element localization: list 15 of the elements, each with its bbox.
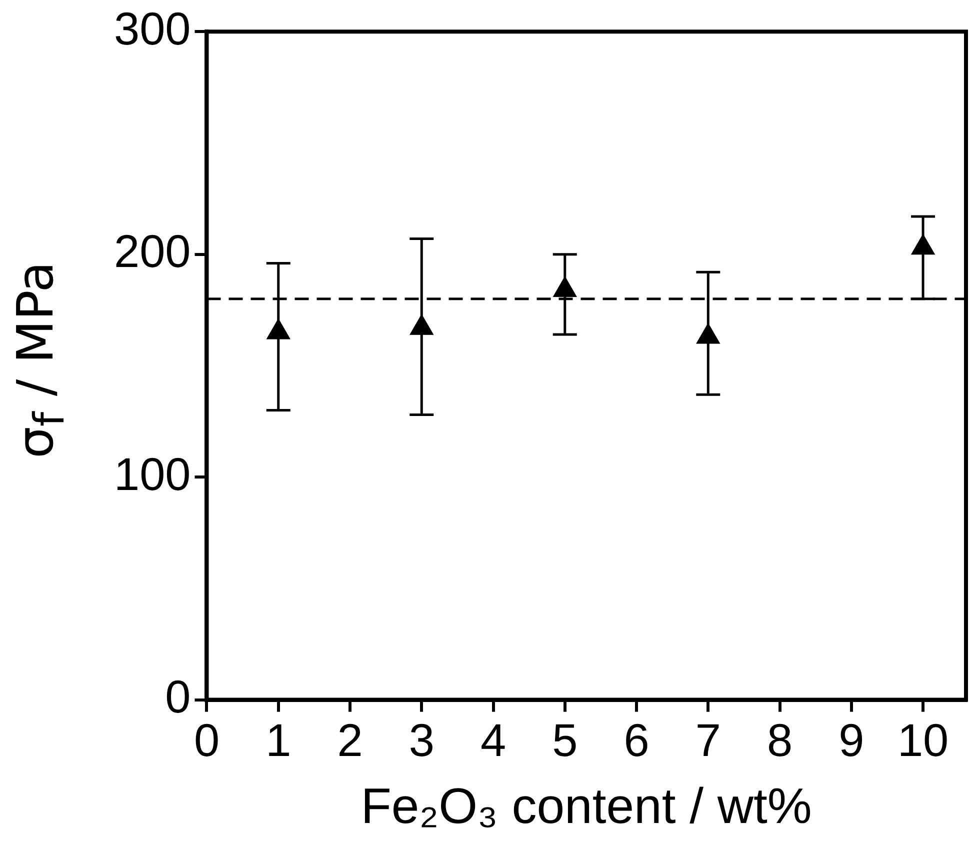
x-tick-label: 7 (695, 714, 721, 766)
x-tick-label: 9 (838, 714, 864, 766)
x-tick-label: 1 (266, 714, 292, 766)
x-tick-label: 8 (766, 714, 793, 766)
y-tick-label: 200 (114, 225, 191, 278)
x-tick-label: 4 (480, 714, 506, 766)
x-tick-label: 5 (552, 714, 578, 766)
y-tick-label: 300 (114, 2, 191, 54)
y-tick-label: 0 (165, 670, 191, 722)
x-axis-title: Fe₂O₃ content / wt% (360, 778, 812, 834)
x-tick-label: 6 (624, 714, 650, 766)
x-tick-label: 3 (408, 714, 434, 766)
x-tick-label: 2 (337, 714, 363, 766)
x-tick-label: 10 (897, 714, 949, 766)
y-tick-label: 100 (114, 448, 191, 500)
